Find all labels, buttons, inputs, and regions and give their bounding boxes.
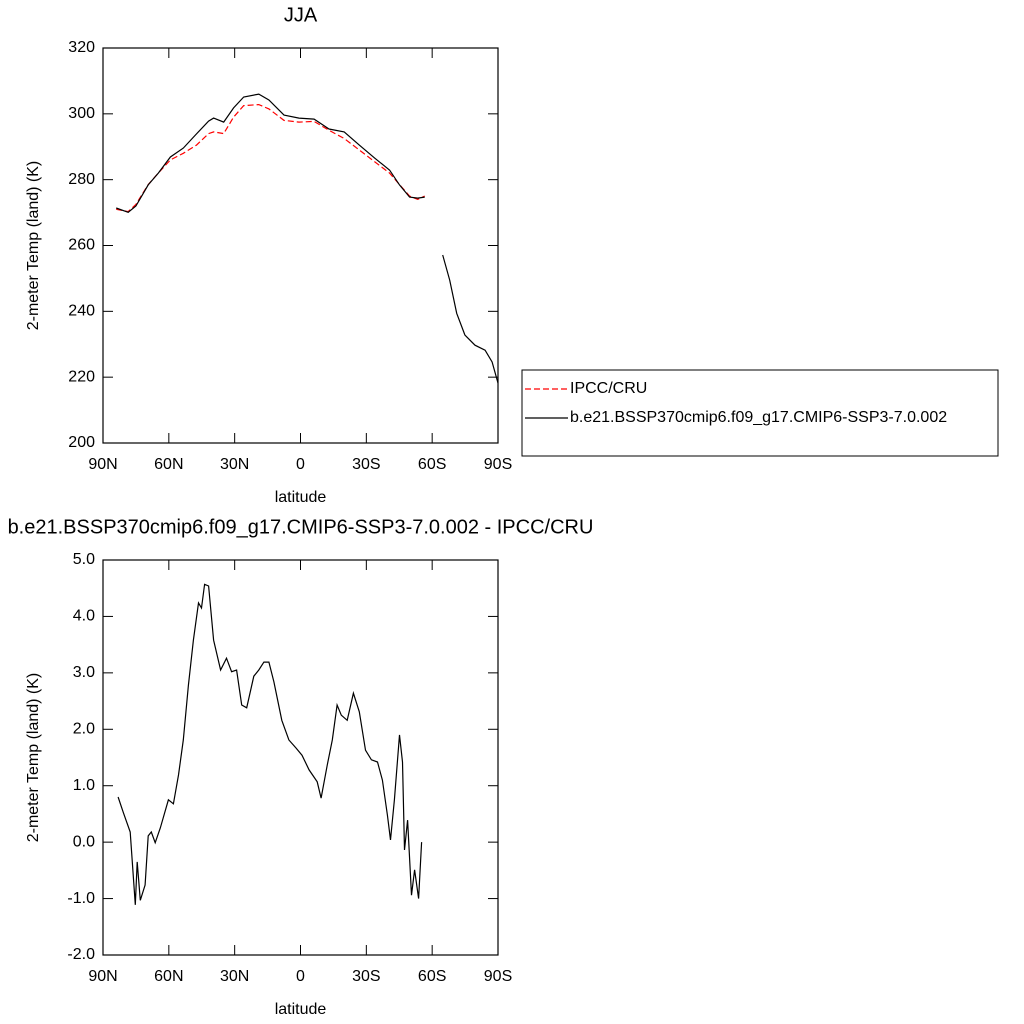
y-tick-label: 0.0 xyxy=(73,833,95,850)
chart-title: b.e21.BSSP370cmip6.f09_g17.CMIP6-SSP3-7.… xyxy=(8,516,594,538)
y-tick-label: 5.0 xyxy=(73,551,95,568)
y-tick-label: 320 xyxy=(68,39,95,56)
y-tick-label: 240 xyxy=(68,303,95,320)
y-tick-label: 1.0 xyxy=(73,777,95,794)
y-axis-label: 2-meter Temp (land) (K) xyxy=(25,161,42,331)
x-tick-label: 60N xyxy=(154,968,183,985)
x-tick-label: 90N xyxy=(88,456,117,473)
data-line xyxy=(117,583,423,905)
y-tick-label: 220 xyxy=(68,368,95,385)
plot-frame xyxy=(102,47,499,444)
x-tick-label: 60N xyxy=(154,456,183,473)
legend-label: b.e21.BSSP370cmip6.f09_g17.CMIP6-SSP3-7.… xyxy=(570,409,947,426)
x-tick-label: 90S xyxy=(484,456,512,473)
x-tick-label: 0 xyxy=(296,456,305,473)
y-tick-label: 260 xyxy=(68,237,95,254)
y-tick-label: 200 xyxy=(68,434,95,451)
y-tick-label: 4.0 xyxy=(73,608,95,625)
x-axis-label: latitude xyxy=(275,1001,327,1018)
y-tick-label: 300 xyxy=(68,105,95,122)
data-line xyxy=(116,103,425,213)
x-tick-label: 30S xyxy=(352,968,380,985)
y-tick-label: 3.0 xyxy=(73,664,95,681)
data-line xyxy=(115,93,499,384)
y-axis-label: 2-meter Temp (land) (K) xyxy=(25,673,42,843)
y-tick-label: -2.0 xyxy=(67,946,95,963)
x-tick-label: 30S xyxy=(352,456,380,473)
legend-label: IPCC/CRU xyxy=(570,380,647,397)
y-tick-label: -1.0 xyxy=(67,890,95,907)
x-tick-label: 30N xyxy=(220,968,249,985)
x-tick-label: 90S xyxy=(484,968,512,985)
x-tick-label: 60S xyxy=(418,968,446,985)
plot-frame xyxy=(102,559,499,956)
x-tick-label: 60S xyxy=(418,456,446,473)
x-axis-label: latitude xyxy=(275,489,327,506)
x-tick-label: 0 xyxy=(296,968,305,985)
legend-box xyxy=(521,369,999,457)
y-tick-label: 2.0 xyxy=(73,721,95,738)
x-tick-label: 90N xyxy=(88,968,117,985)
x-tick-label: 30N xyxy=(220,456,249,473)
chart-title: JJA xyxy=(284,4,318,26)
y-tick-label: 280 xyxy=(68,171,95,188)
